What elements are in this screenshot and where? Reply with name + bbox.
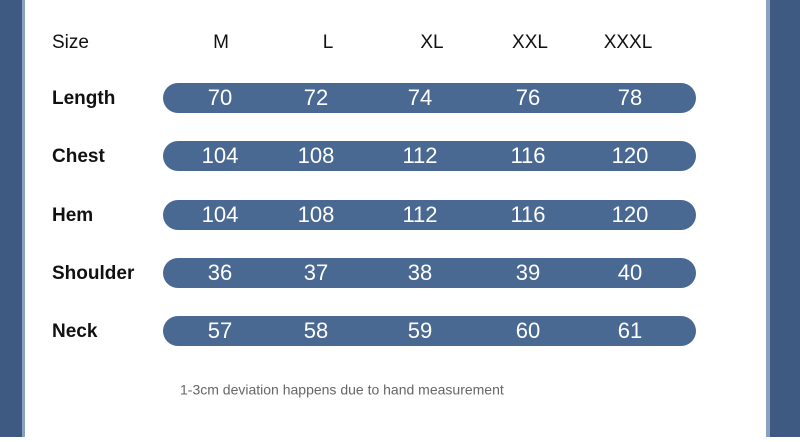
- measurement: 72: [304, 85, 328, 110]
- row-pill: [163, 83, 696, 113]
- measurement: 120: [612, 143, 649, 168]
- size-header: M: [213, 32, 229, 53]
- measurement: 37: [304, 260, 328, 285]
- measurement: 36: [208, 260, 232, 285]
- size-header: XXXL: [604, 32, 653, 53]
- size-header: XL: [420, 32, 443, 53]
- size-header: L: [323, 32, 334, 53]
- measurement: 60: [516, 318, 540, 343]
- measurement: 120: [612, 202, 649, 227]
- row-label: Neck: [52, 321, 98, 342]
- measurement: 112: [402, 143, 437, 168]
- row-pill: [163, 316, 696, 346]
- measurement: 70: [208, 85, 232, 110]
- measurement: 39: [516, 260, 540, 285]
- measurement: 116: [510, 202, 545, 227]
- measurement: 57: [208, 318, 232, 343]
- header-label: Size: [52, 32, 89, 53]
- measurement: 58: [304, 318, 328, 343]
- row-label: Length: [52, 88, 115, 109]
- measurement: 108: [298, 143, 335, 168]
- left-border-edge: [22, 0, 25, 437]
- measurement: 74: [408, 85, 432, 110]
- row-label: Hem: [52, 205, 93, 226]
- measurement: 38: [408, 260, 432, 285]
- measurement: 104: [202, 143, 239, 168]
- measurement: 78: [618, 85, 642, 110]
- measurement: 61: [618, 318, 642, 343]
- measurement: 59: [408, 318, 432, 343]
- measurement: 76: [516, 85, 540, 110]
- measurement: 112: [402, 202, 437, 227]
- measurement: 40: [618, 260, 642, 285]
- row-pill: [163, 200, 696, 230]
- right-border-edge: [766, 0, 770, 437]
- measurement: 116: [510, 143, 545, 168]
- measurement: 108: [298, 202, 335, 227]
- note: 1-3cm deviation happens due to hand meas…: [180, 382, 504, 398]
- measurement: 104: [202, 202, 239, 227]
- row-pill: [163, 141, 696, 171]
- size-header: XXL: [512, 32, 548, 53]
- row-label: Chest: [52, 146, 105, 167]
- row-pill: [163, 258, 696, 288]
- size-table: Size M L XL XXL XXXL Length 70 72 74 76 78 Chest 104 1…: [52, 32, 696, 346]
- left-border: [0, 0, 22, 437]
- row-label: Shoulder: [52, 263, 135, 284]
- right-border: [770, 0, 800, 437]
